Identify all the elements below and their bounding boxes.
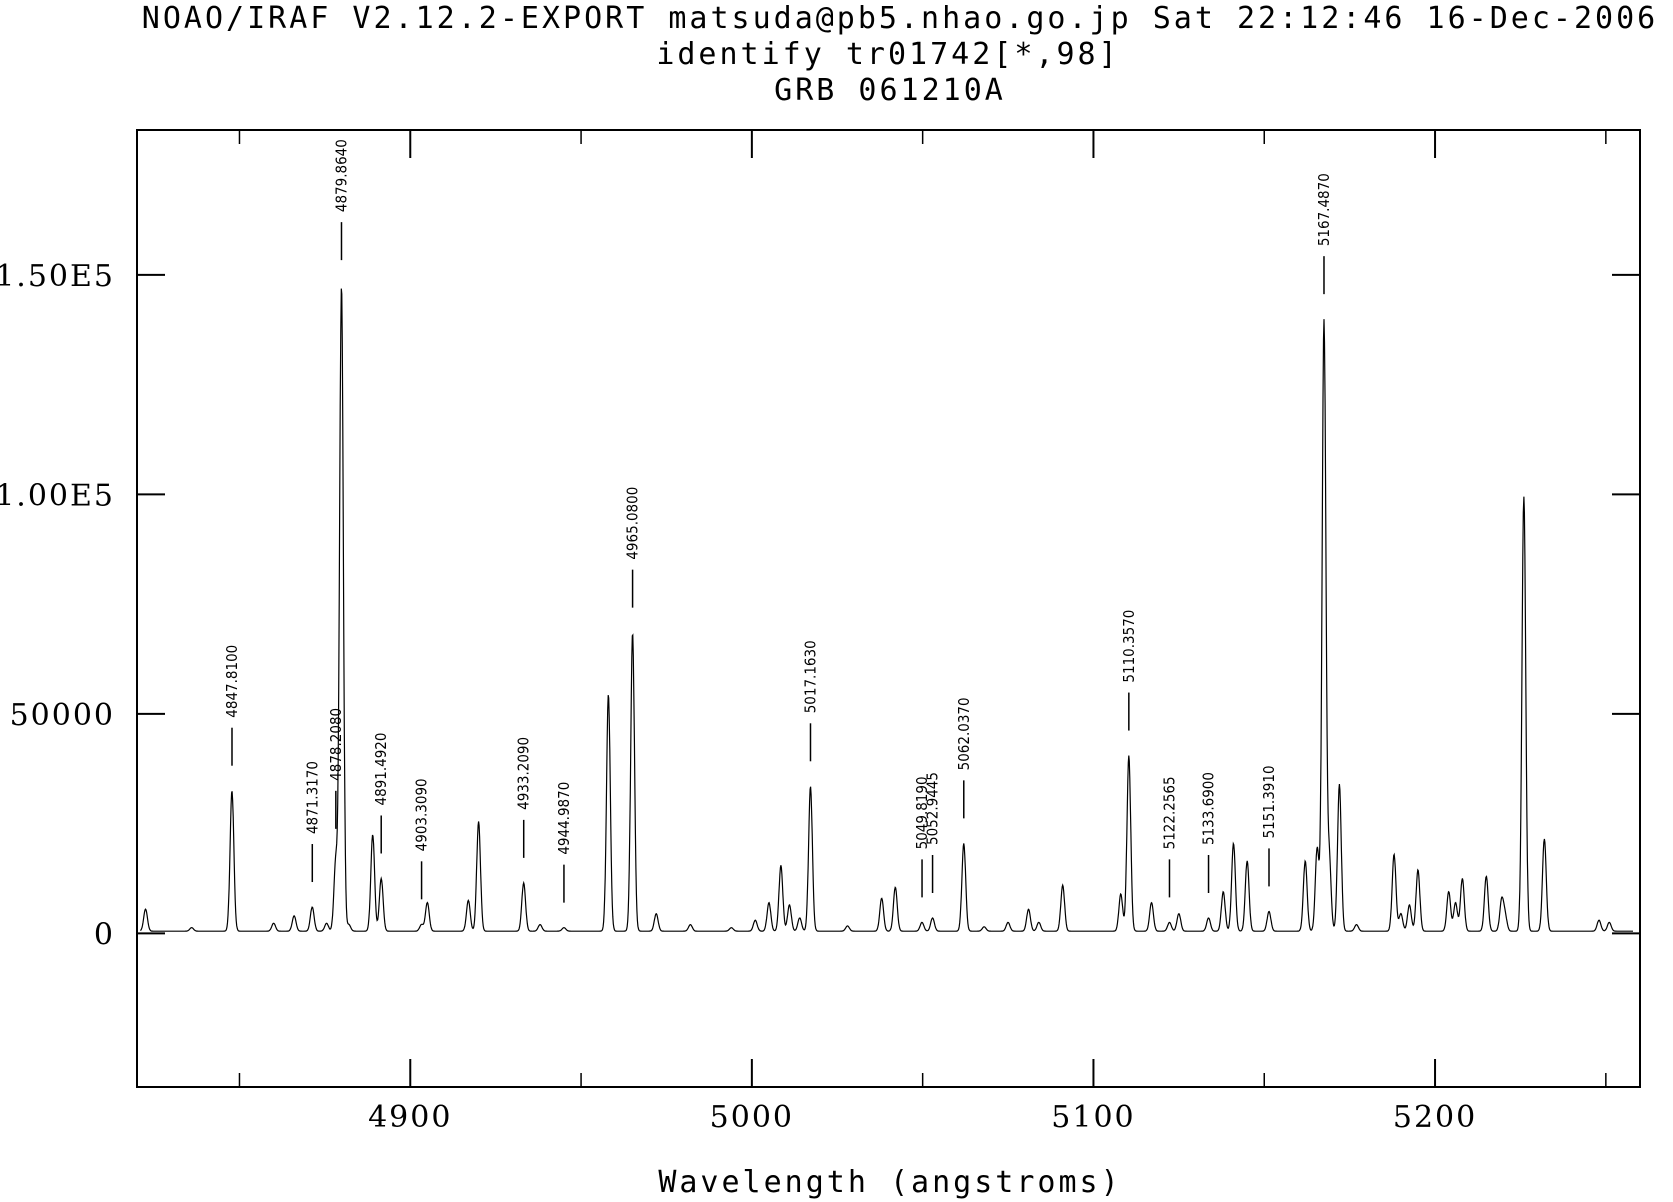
y-tick-label: 0 [94, 917, 115, 952]
line-id-label: 5167.4870 [1315, 173, 1333, 246]
x-tick-label: 4900 [368, 1100, 452, 1135]
header-line-1: NOAO/IRAF V2.12.2-EXPORT matsuda@pb5.nha… [142, 1, 1658, 36]
spectrum-series-line [139, 288, 1633, 932]
line-id-label: 4847.8100 [223, 645, 241, 718]
line-id-label: 4965.0800 [624, 487, 642, 560]
line-id-label: 5062.0370 [955, 697, 973, 770]
x-axis-label: Wavelength (angstroms) [658, 1165, 1121, 1200]
line-id-label: 5122.2565 [1160, 776, 1178, 849]
line-id-label: 5133.6900 [1200, 772, 1218, 845]
x-tick-label: 5000 [710, 1100, 794, 1135]
line-identifications: 4847.8100 4871.3170 4878.2080 4879.8640 4891… [223, 139, 1333, 903]
line-id-label: 5049.8190 [913, 776, 931, 849]
line-id-label: 4878.2080 [327, 708, 345, 781]
chart-title: GRB 061210A [774, 73, 1006, 108]
line-id-label: 4891.4920 [372, 733, 390, 806]
plot-frame [136, 129, 1641, 1088]
line-id-label: 4944.9870 [555, 782, 573, 855]
line-id-label: 4903.3090 [413, 778, 431, 851]
y-tick-label: 50000 [10, 698, 115, 733]
x-tick-label: 5100 [1051, 1100, 1135, 1135]
line-id-label: 5017.1630 [801, 640, 819, 713]
line-id-label: 4933.2090 [515, 737, 533, 810]
line-id-label: 5151.3910 [1260, 765, 1278, 838]
y-tick-label: 1.50E5 [0, 259, 115, 294]
line-id-label: 4871.3170 [303, 761, 321, 834]
header-line-2: identify tr01742[*,98] [656, 37, 1119, 72]
line-id-label: 4879.8640 [332, 139, 350, 212]
line-id-label: 5052.9445 [924, 772, 942, 845]
axes: 4900 5000 5100 5200 0 50000 1.00E5 1.50E5 [0, 130, 1640, 1135]
y-tick-label: 1.00E5 [0, 478, 115, 513]
x-tick-label: 5200 [1393, 1100, 1477, 1135]
line-id-label: 5110.3570 [1120, 610, 1138, 683]
